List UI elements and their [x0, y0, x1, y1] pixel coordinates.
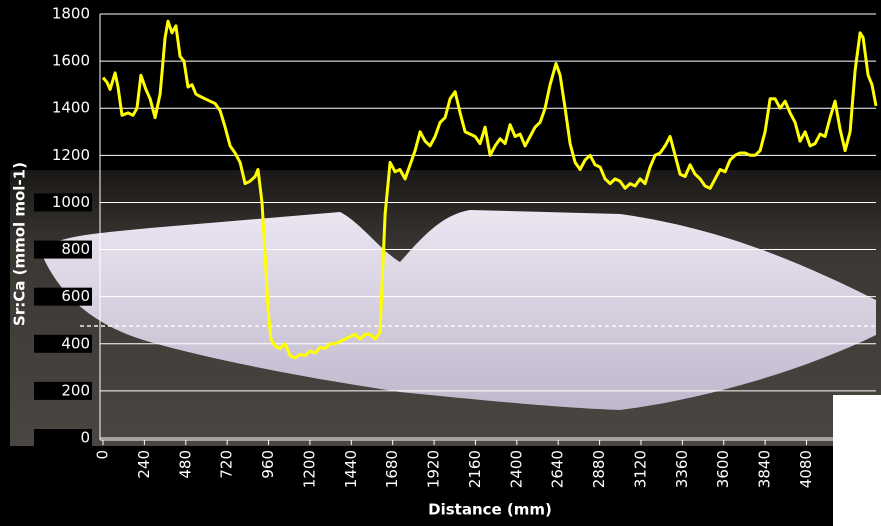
x-tick-label: 240 — [135, 450, 153, 479]
label-bg — [34, 52, 92, 71]
y-tick-label: 800 — [61, 240, 90, 258]
x-tick-label: 3360 — [673, 450, 691, 488]
x-tick-label: 2880 — [590, 450, 608, 488]
x-tick-label: 2640 — [549, 450, 567, 488]
y-tick-label: 1000 — [52, 193, 90, 211]
label-bg — [34, 193, 92, 212]
y-tick-label: 600 — [61, 287, 90, 305]
label-bg — [34, 334, 92, 353]
x-tick-label: 2400 — [507, 450, 525, 488]
label-bg — [34, 240, 92, 259]
y-tick-label: 400 — [61, 334, 90, 352]
x-tick-label: 4080 — [797, 450, 815, 488]
x-tick-label: 3840 — [756, 450, 774, 488]
x-tick-label: 1920 — [425, 450, 443, 488]
y-tick-label: 1200 — [52, 146, 90, 164]
label-bg — [34, 429, 92, 447]
white-box — [833, 395, 881, 526]
label-bg — [34, 5, 92, 23]
y-tick-label: 1600 — [52, 52, 90, 70]
y-tick-label: 1400 — [52, 99, 90, 117]
label-bg — [34, 381, 92, 400]
x-tick-label: 960 — [259, 450, 277, 479]
x-tick-label: 1680 — [383, 450, 401, 488]
x-tick-label: 720 — [218, 450, 236, 479]
x-tick-label: 0 — [94, 450, 112, 460]
y-tick-label: 200 — [61, 381, 90, 399]
x-axis-title: Distance (mm) — [428, 501, 552, 519]
data-line — [101, 19, 878, 360]
y-axis-title: Sr:Ca (mmol mol-1) — [11, 162, 29, 326]
x-tick-label: 1440 — [342, 450, 360, 488]
label-bg — [34, 146, 92, 165]
x-tick-label: 1200 — [300, 450, 318, 488]
otolith-image — [40, 210, 876, 410]
x-tick-label: 480 — [176, 450, 194, 479]
x-tick-label: 3600 — [714, 450, 732, 488]
label-bg — [34, 287, 92, 306]
x-tick-label: 3120 — [631, 450, 649, 488]
y-tick-label: 1800 — [52, 5, 90, 23]
y-tick-label: 0 — [80, 429, 90, 447]
label-bg — [34, 99, 92, 118]
x-tick-label: 2160 — [466, 450, 484, 488]
